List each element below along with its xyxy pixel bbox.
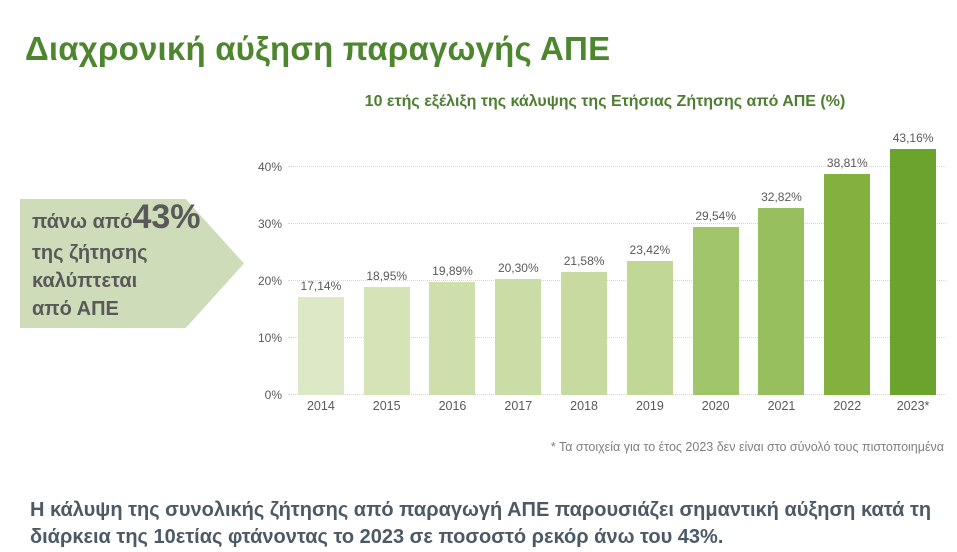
- bars: 17,14% 18,95% 19,89% 20,30% 21,58% 23,42% 29,5…: [288, 131, 946, 395]
- bar-2020: [692, 226, 739, 395]
- gridline-40%: [288, 165, 946, 167]
- y-tick-label-20%: 20%: [257, 273, 282, 288]
- page-title: Διαχρονική αύξηση παραγωγής ΑΠΕ: [25, 30, 611, 68]
- x-tick-label-2019: 2019: [635, 399, 664, 413]
- x-tick-label-2016: 2016: [438, 399, 467, 413]
- bar-value-label-2015: 18,95%: [366, 268, 408, 283]
- bar-slot-2017: 20,30%: [485, 262, 551, 395]
- bar-2019: [626, 261, 673, 395]
- x-tick-label-2020: 2020: [701, 399, 730, 413]
- x-tick-label-2014: 2014: [306, 399, 335, 413]
- bar-2016: [429, 281, 476, 395]
- callout-line-3: καλύπτεται: [32, 270, 138, 292]
- callout-highlight-43pct: 43%: [132, 198, 201, 236]
- x-tick-label-2022: 2022: [833, 399, 862, 413]
- gridlines: 0% 10% 20% 30% 40%: [258, 144, 946, 402]
- chart-footnote: * Τα στοιχεία για το έτος 2023 δεν είναι…: [550, 440, 944, 454]
- callout-line-4: από ΑΠΕ: [32, 298, 119, 320]
- y-tick-label-10%: 10%: [257, 330, 282, 345]
- gridline-30%: [288, 222, 946, 224]
- x-tick-label-2018: 2018: [570, 399, 598, 413]
- callout-line-1: πάνω από 43%: [32, 198, 201, 239]
- bar-slot-2014: 17,14%: [288, 280, 354, 395]
- x-tick-label-2015: 2015: [372, 399, 401, 413]
- gridline-10%: [288, 336, 946, 338]
- plot-area: 0% 10% 20% 30% 40% 17,14% 18,95% 19,89% 20,30% 2…: [258, 131, 946, 402]
- bar-value-label-2019: 23,42%: [629, 243, 671, 258]
- bar-slot-2015: 18,95%: [354, 268, 420, 395]
- y-tick-label-40%: 40%: [257, 159, 282, 174]
- bar-chart: 0% 10% 20% 30% 40% 17,14% 18,95% 19,89% 20,30% 2…: [258, 131, 946, 413]
- bar-2022: [824, 173, 871, 395]
- bar-slot-2020: 29,54%: [683, 208, 749, 395]
- bar-2014: [297, 297, 344, 395]
- chart-title: 10 ετής εξέλιξη της κάλυψης της Ετήσιας …: [364, 93, 846, 110]
- gridline-0%: [288, 394, 946, 395]
- bar-slot-2018: 21,58%: [551, 253, 617, 395]
- gridline-20%: [288, 279, 946, 281]
- bar-2021: [758, 207, 805, 395]
- bar-value-label-2023*: 43,16%: [892, 130, 934, 145]
- bar-slot-2023*: 43,16%: [880, 130, 946, 395]
- bar-slot-2022: 38,81%: [814, 155, 880, 395]
- bar-value-label-2017: 20,30%: [497, 261, 539, 276]
- x-tick-label-2021: 2021: [767, 399, 796, 413]
- callout-text: πάνω από 43% της ζήτησης καλύπτεται από …: [32, 198, 201, 323]
- x-tick-label-2017: 2017: [504, 399, 533, 413]
- x-axis-labels: 2014 2015 2016 2017 2018 2019 2020 2021 2022 2023…: [288, 399, 946, 413]
- bar-value-label-2021: 32,82%: [761, 189, 802, 204]
- callout-line-2: της ζήτησης: [32, 242, 148, 264]
- summary-text: Η κάλυψη της συνολικής ζήτησης από παραγ…: [30, 499, 932, 548]
- bar-value-label-2018: 21,58%: [563, 253, 605, 268]
- y-tick-label-0%: 0%: [264, 388, 282, 402]
- bar-value-label-2016: 19,89%: [432, 263, 473, 278]
- bar-slot-2016: 19,89%: [420, 263, 486, 395]
- bar-2015: [363, 286, 410, 395]
- bar-slot-2019: 23,42%: [617, 244, 683, 395]
- bar-slot-2021: 32,82%: [749, 189, 815, 395]
- x-tick-label-2023*: 2023*: [896, 399, 930, 413]
- bar-2018: [561, 271, 608, 395]
- bar-value-label-2014: 17,14%: [300, 279, 342, 294]
- bar-value-label-2020: 29,54%: [695, 208, 737, 223]
- y-tick-label-30%: 30%: [257, 216, 282, 231]
- callout-prefix: πάνω από: [32, 211, 133, 233]
- bar-2017: [495, 279, 542, 395]
- bar-2023*: [890, 148, 937, 395]
- bar-value-label-2022: 38,81%: [826, 155, 868, 170]
